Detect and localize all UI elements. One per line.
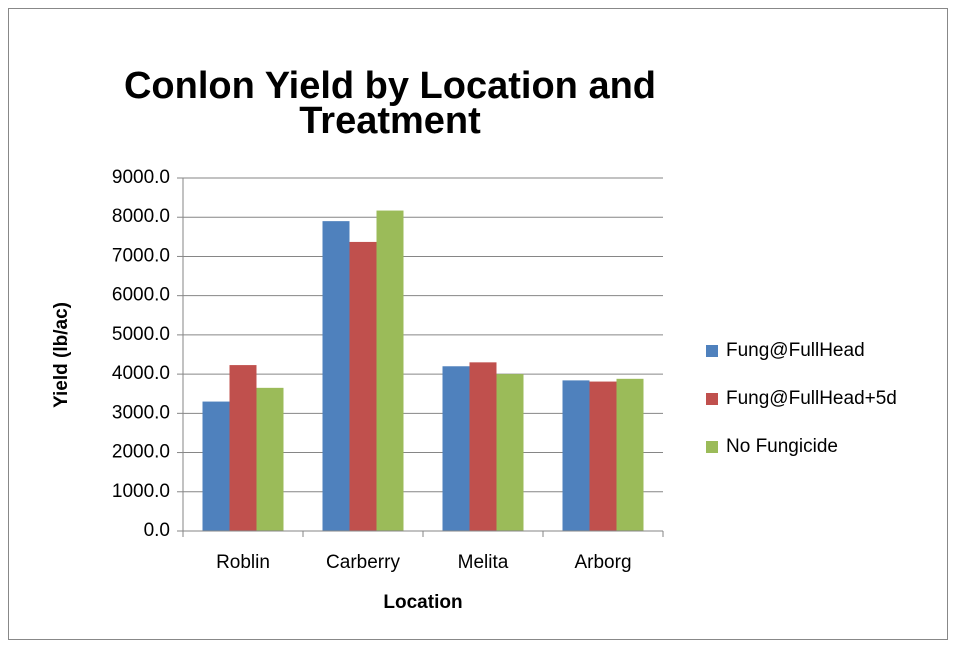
bar [589, 381, 617, 531]
bar [376, 210, 404, 531]
bar [202, 401, 230, 531]
legend-swatch [706, 441, 718, 453]
y-tick-label: 7000.0 [112, 245, 170, 266]
chart-title: Conlon Yield by Location and [124, 65, 656, 107]
legend-swatch [706, 393, 718, 405]
y-axis-title: Yield (lb/ac) [51, 302, 72, 408]
x-tick-label: Carberry [326, 552, 400, 573]
x-tick-label: Melita [458, 552, 509, 573]
legend-swatch [706, 345, 718, 357]
y-tick-label: 3000.0 [112, 402, 170, 423]
bar [349, 241, 377, 531]
legend-label: Fung@FullHead+5d [726, 388, 897, 409]
legend-label: Fung@FullHead [726, 340, 865, 361]
chart-border [8, 8, 948, 640]
bar [562, 380, 590, 531]
x-axis-title: Location [383, 592, 462, 613]
y-tick-label: 4000.0 [112, 363, 170, 384]
x-tick-label: Arborg [574, 552, 631, 573]
bar [469, 362, 497, 531]
bar [256, 387, 284, 531]
y-tick-label: 9000.0 [112, 167, 170, 188]
y-tick-label: 8000.0 [112, 206, 170, 227]
y-tick-label: 6000.0 [112, 285, 170, 306]
bar [229, 365, 257, 531]
y-tick-label: 1000.0 [112, 481, 170, 502]
chart-title: Treatment [299, 100, 481, 142]
bar [442, 366, 470, 531]
bar [616, 378, 644, 531]
bar [322, 221, 350, 531]
bar [496, 374, 524, 531]
y-tick-label: 5000.0 [112, 324, 170, 345]
y-tick-label: 0.0 [144, 520, 170, 541]
legend-label: No Fungicide [726, 436, 838, 457]
x-tick-label: Roblin [216, 552, 270, 573]
y-tick-label: 2000.0 [112, 442, 170, 463]
